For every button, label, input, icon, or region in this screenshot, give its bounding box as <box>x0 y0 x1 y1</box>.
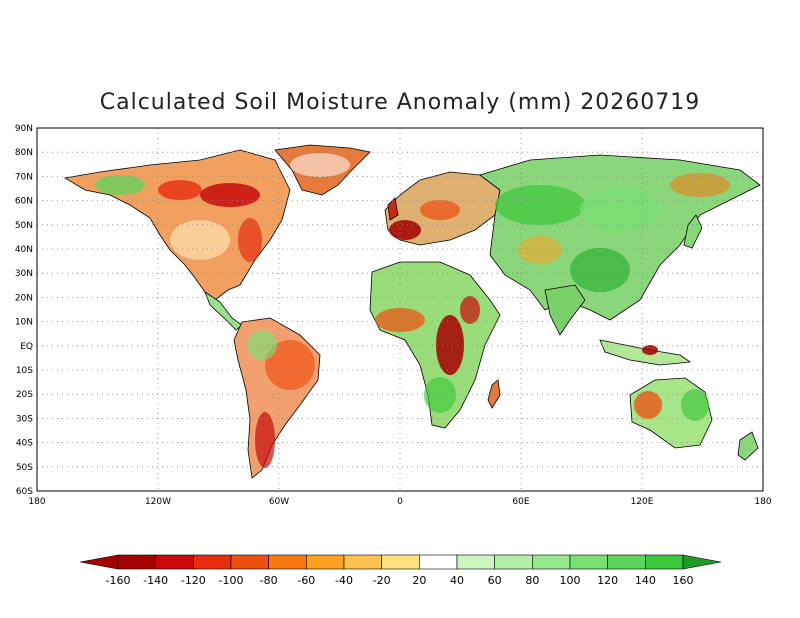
lat-label: 30N <box>15 269 33 279</box>
colorbar-label: -160 <box>106 574 131 587</box>
map-title: Calculated Soil Moisture Anomaly (mm) 20… <box>99 90 701 115</box>
colorbar-segment <box>456 554 495 570</box>
lon-label: 180 <box>754 497 771 507</box>
colorbar-segment <box>645 554 684 570</box>
lat-label: 60N <box>15 197 33 207</box>
map-frame <box>36 127 764 492</box>
colorbar-label: 60 <box>488 574 502 587</box>
lon-label: 60W <box>269 497 289 507</box>
colorbar-label: 40 <box>450 574 464 587</box>
lat-label: 70N <box>15 172 33 182</box>
colorbar-segment <box>117 554 156 570</box>
lon-label: 180 <box>28 497 45 507</box>
graticule <box>37 128 763 491</box>
lat-label: 40S <box>16 439 33 449</box>
japan <box>683 214 703 249</box>
colorbar-label: -100 <box>219 574 244 587</box>
madagascar <box>487 379 501 409</box>
colorbar-label: -80 <box>260 574 278 587</box>
colorbar-segment <box>419 554 458 570</box>
lon-label: 60E <box>512 497 529 507</box>
colorbar-segment <box>306 554 345 570</box>
colorbar-label: -20 <box>373 574 391 587</box>
lat-label: 20S <box>16 390 33 400</box>
colorbar-segment <box>343 554 382 570</box>
lat-label: 90N <box>15 124 33 134</box>
colorbar-segment <box>607 554 646 570</box>
colorbar-label: -40 <box>335 574 353 587</box>
new-zealand <box>737 431 759 461</box>
colorbar-label: -60 <box>297 574 315 587</box>
lat-label: 10S <box>16 366 33 376</box>
lat-label: 40N <box>15 245 33 255</box>
lon-label: 0 <box>397 497 403 507</box>
central-america <box>204 290 243 331</box>
colorbar-label: 140 <box>635 574 656 587</box>
colorbar-label: -140 <box>143 574 168 587</box>
colorbar-segment <box>381 554 420 570</box>
lat-label: EQ <box>20 342 33 352</box>
colorbar-label: 160 <box>673 574 694 587</box>
colorbar-segment <box>494 554 533 570</box>
colorbar-segment <box>268 554 307 570</box>
lat-label: 80N <box>15 148 33 158</box>
colorbar-label: 80 <box>525 574 539 587</box>
lon-label: 120E <box>631 497 654 507</box>
lat-label: 50N <box>15 221 33 231</box>
lat-label: 10N <box>15 318 33 328</box>
lon-label: 120W <box>145 497 171 507</box>
lat-label: 50S <box>16 463 33 473</box>
colorbar-label: 100 <box>560 574 581 587</box>
colorbar-lower-arrow <box>79 554 119 570</box>
colorbar-label: 20 <box>412 574 426 587</box>
india <box>544 284 586 336</box>
colorbar-label: -120 <box>181 574 206 587</box>
colorbar: -160 -140 -120 -100 -80 -60 -40 -20 20 40 60 80 100 1… <box>79 554 722 587</box>
lat-label: 20N <box>15 293 33 303</box>
lat-label: 60S <box>16 487 33 497</box>
latitude-labels: 90N 80N 70N 60N 50N 40N 30N 20N 10N EQ 10S 20S 30S 40… <box>15 124 33 497</box>
colorbar-upper-arrow <box>682 554 722 570</box>
colorbar-segment <box>155 554 194 570</box>
longitude-labels: 180 120W 60W 0 60E 120E 180 <box>28 497 771 507</box>
colorbar-label: 120 <box>597 574 618 587</box>
colorbar-segment <box>532 554 571 570</box>
colorbar-segment <box>193 554 232 570</box>
colorbar-segment <box>569 554 608 570</box>
anomaly-patches <box>95 153 730 468</box>
colorbar-segment <box>230 554 269 570</box>
map-area <box>36 127 764 492</box>
lat-label: 30S <box>16 414 33 424</box>
